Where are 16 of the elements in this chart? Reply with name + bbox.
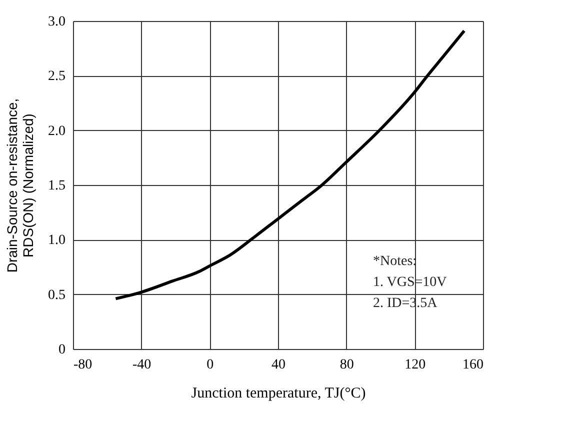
- y-tick-label: 0: [58, 342, 66, 358]
- x-tick-label: 40: [272, 358, 286, 372]
- x-tick-label: 120: [404, 358, 426, 372]
- x-axis-title: Junction temperature, TJ(°C): [191, 386, 366, 402]
- y-tick-label: 2.5: [48, 69, 66, 84]
- x-tick-label: -80: [74, 358, 92, 372]
- y-axis-title: Drain-Source on-resistance, RDS(ON) (Normalized): [4, 98, 36, 273]
- y-tick-label: 2.0: [48, 124, 66, 139]
- x-tick-label: 80: [340, 358, 354, 372]
- x-tick-label: 160: [462, 358, 484, 372]
- x-tick-label: 0: [206, 358, 214, 372]
- x-tick-label: -40: [132, 358, 152, 372]
- y-tick-label: 1.0: [48, 233, 66, 248]
- y-tick-label: 0.5: [48, 288, 66, 303]
- y-tick-label: 1.5: [48, 178, 66, 194]
- y-tick-label: 3.0: [48, 14, 66, 30]
